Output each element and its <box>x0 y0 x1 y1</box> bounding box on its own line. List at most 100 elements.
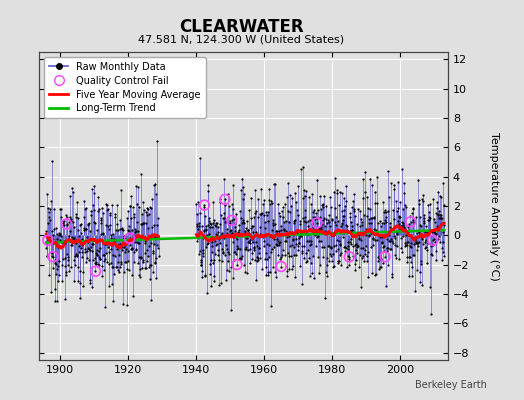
Point <box>77 267 85 274</box>
Point <box>331 175 339 181</box>
Point <box>384 168 392 174</box>
Point <box>345 254 353 260</box>
Point <box>149 182 158 188</box>
Point <box>244 247 252 254</box>
Point <box>258 210 266 216</box>
Point <box>435 233 443 239</box>
Point <box>46 206 54 212</box>
Point <box>394 204 402 211</box>
Point <box>81 249 89 256</box>
Point <box>262 250 270 256</box>
Point <box>229 182 237 188</box>
Point <box>377 222 386 229</box>
Point <box>130 210 138 217</box>
Point <box>369 229 377 235</box>
Point <box>130 239 139 246</box>
Point <box>313 220 321 226</box>
Point <box>397 223 405 230</box>
Point <box>246 236 254 243</box>
Point <box>139 256 147 263</box>
Point <box>372 228 380 235</box>
Point <box>425 201 434 208</box>
Point <box>271 241 280 247</box>
Point <box>116 217 124 223</box>
Point <box>327 252 335 259</box>
Point <box>285 219 293 225</box>
Point <box>42 228 51 234</box>
Point <box>47 289 55 296</box>
Point <box>64 233 73 240</box>
Point <box>432 210 440 216</box>
Point <box>84 238 92 245</box>
Point <box>385 238 394 244</box>
Point <box>232 234 240 240</box>
Point <box>355 264 363 270</box>
Point <box>347 236 355 242</box>
Point <box>69 219 77 225</box>
Point <box>433 199 441 206</box>
Point <box>400 240 409 246</box>
Point <box>152 255 160 261</box>
Point <box>72 239 80 246</box>
Point <box>257 232 266 238</box>
Point <box>221 219 229 226</box>
Point <box>54 278 62 284</box>
Point <box>201 273 210 279</box>
Point <box>230 257 238 263</box>
Point <box>306 217 314 223</box>
Point <box>363 257 371 264</box>
Point <box>51 298 59 305</box>
Point <box>400 224 409 230</box>
Point <box>346 210 354 216</box>
Point <box>389 207 397 213</box>
Point <box>289 237 297 244</box>
Point <box>291 216 299 223</box>
Point <box>64 262 72 268</box>
Point <box>59 239 68 246</box>
Point <box>266 200 274 207</box>
Point <box>357 245 365 252</box>
Point <box>141 264 149 271</box>
Point <box>315 238 323 244</box>
Point <box>233 261 241 268</box>
Point <box>45 214 53 221</box>
Point <box>298 248 307 254</box>
Point <box>385 194 394 201</box>
Point <box>243 270 251 276</box>
Point <box>394 178 402 185</box>
Point <box>119 240 127 247</box>
Point <box>134 228 143 234</box>
Point <box>103 258 112 265</box>
Point <box>344 243 352 250</box>
Point <box>193 223 201 230</box>
Point <box>81 246 90 252</box>
Point <box>264 268 272 275</box>
Point <box>254 257 262 264</box>
Point <box>104 244 113 250</box>
Point <box>285 266 293 272</box>
Point <box>102 222 110 229</box>
Point <box>369 226 378 232</box>
Point <box>150 240 158 247</box>
Point <box>391 242 399 248</box>
Point <box>360 228 368 235</box>
Point <box>416 278 424 285</box>
Point <box>230 216 238 222</box>
Point <box>282 194 291 200</box>
Point <box>335 202 344 209</box>
Point <box>151 234 160 240</box>
Point <box>241 228 249 234</box>
Point <box>125 228 133 234</box>
Point <box>316 238 325 244</box>
Point <box>436 215 444 221</box>
Point <box>421 244 430 251</box>
Point <box>293 207 301 213</box>
Point <box>261 264 270 270</box>
Point <box>228 275 237 282</box>
Point <box>125 235 134 242</box>
Point <box>232 251 241 257</box>
Point <box>356 284 365 290</box>
Point <box>217 232 226 238</box>
Point <box>68 188 77 195</box>
Point <box>361 247 369 254</box>
